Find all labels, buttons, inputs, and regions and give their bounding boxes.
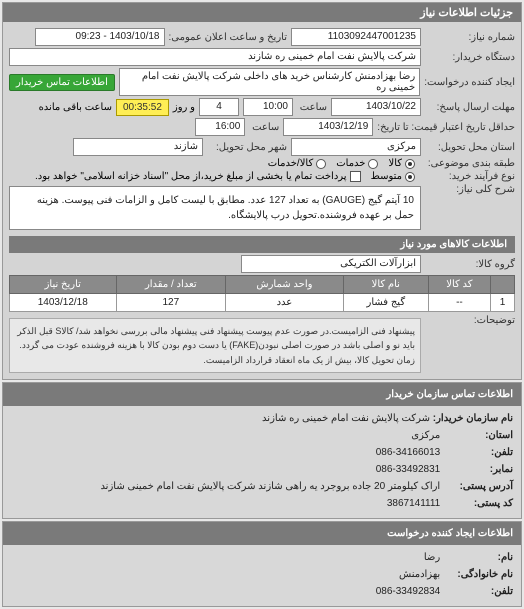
field-credit-date: 1403/12/19 <box>283 118 373 136</box>
radio-dot-icon <box>316 159 326 169</box>
row-send-deadline: مهلت ارسال پاسخ: 1403/10/22 ساعت 10:00 4… <box>9 98 515 116</box>
label-pack: طبقه بندی موضوعی: <box>425 158 515 169</box>
items-table: کد کالا نام کالا واحد شمارش تعداد / مقدا… <box>9 275 515 312</box>
label-creator: ایجاد کننده درخواست: <box>424 77 515 88</box>
cell-unit: عدد <box>226 294 344 312</box>
org-row: نام سازمان خریدار: شرکت پالایش نفت امام … <box>11 410 513 427</box>
field-creator: رضا بهزادمنش کارشناس خرید های داخلی شرکت… <box>119 68 420 96</box>
field-days: 4 <box>199 98 239 116</box>
field-announce: 1403/10/18 - 09:23 <box>35 28 165 46</box>
table-header-row: کد کالا نام کالا واحد شمارش تعداد / مقدا… <box>10 276 515 294</box>
field-province: مرکزی <box>291 138 421 156</box>
buyer-org-panel: اطلاعات تماس سازمان خریدار نام سازمان خر… <box>2 382 522 519</box>
notes-box: پیشنهاد فنی الزامیست.در صورت عدم پیوست پ… <box>9 318 421 373</box>
th-num <box>491 276 515 294</box>
field-credit-time: 16:00 <box>195 118 245 136</box>
label-group: گروه کالا: <box>425 259 515 270</box>
radio-dot-icon <box>405 172 415 182</box>
panel-body: شماره نیاز: 1103092447001235 تاریخ و ساع… <box>3 22 521 379</box>
radio-dot-icon <box>405 159 415 169</box>
buyer-contact-button[interactable]: اطلاعات تماس خریدار <box>9 74 115 91</box>
fax-row: نمابر: 086-33492831 <box>11 461 513 478</box>
label-notes: توضیحات: <box>425 315 515 326</box>
row-group: گروه کالا: ابزارآلات الکتریکی <box>9 255 515 273</box>
field-req-no: 1103092447001235 <box>291 28 421 46</box>
label-announce: تاریخ و ساعت اعلان عمومی: <box>169 32 288 43</box>
panel-title: جزئیات اطلاعات نیاز <box>3 3 521 22</box>
table-section-title: اطلاعات کالاهای مورد نیاز <box>9 236 515 253</box>
label-remain: ساعت باقی مانده <box>39 102 112 113</box>
remain-time-box: 00:35:52 <box>116 99 169 116</box>
buyer-org-title: اطلاعات تماس سازمان خریدار <box>3 383 521 406</box>
label-credit: حداقل تاریخ اعتبار قیمت: تا تاریخ: <box>377 122 515 133</box>
label-city: شهر محل تحویل: <box>207 142 287 153</box>
addr-row: آدرس پستی: اراک کیلومتر 20 جاده بروجرد ی… <box>11 478 513 495</box>
label-saat1: ساعت <box>297 102 327 113</box>
label-main-desc: شرح کلی نیاز: <box>425 184 515 195</box>
cell-qty: 127 <box>116 294 226 312</box>
label-proc: نوع فرآیند خرید: <box>425 171 515 182</box>
radio-kala-khadamat[interactable]: کالا/خدمات <box>268 158 327 169</box>
row-province: استان محل تحویل: مرکزی شهر محل تحویل: شا… <box>9 138 515 156</box>
cell-code: -- <box>428 294 490 312</box>
field-send-date: 1403/10/22 <box>331 98 421 116</box>
th-code: کد کالا <box>428 276 490 294</box>
field-send-time: 10:00 <box>243 98 293 116</box>
field-group: ابزارآلات الکتریکی <box>241 255 421 273</box>
table-row: 1 -- گیج فشار عدد 127 1403/12/18 <box>10 294 515 312</box>
row-proc-type: نوع فرآیند خرید: متوسط پرداخت تمام یا بخ… <box>9 171 515 182</box>
checkbox-icon <box>350 171 361 182</box>
lname-row: نام خانوادگی: بهزادمنش <box>11 566 513 583</box>
label-req-no: شماره نیاز: <box>425 32 515 43</box>
row-pack-type: طبقه بندی موضوعی: کالا خدمات کالا/خدمات <box>9 158 515 169</box>
requester-title: اطلاعات ایجاد کننده درخواست <box>3 522 521 545</box>
checkbox-treasury[interactable]: پرداخت تمام یا بخشی از مبلغ خرید،از محل … <box>35 171 361 182</box>
row-main-desc: شرح کلی نیاز: 10 آیتم گیج (GAUGE) به تعد… <box>9 184 515 232</box>
main-panel: جزئیات اطلاعات نیاز شماره نیاز: 11030924… <box>2 2 522 380</box>
requester-panel: اطلاعات ایجاد کننده درخواست نام: رضا نام… <box>2 521 522 607</box>
label-province: استان محل تحویل: <box>425 142 515 153</box>
label-saat2: ساعت <box>249 122 279 133</box>
radio-dot-icon <box>368 159 378 169</box>
th-name: نام کالا <box>343 276 428 294</box>
cell-num: 1 <box>491 294 515 312</box>
label-buyer: دستگاه خریدار: <box>425 52 515 63</box>
field-buyer: شرکت پالایش نفت امام خمینی ره شازند <box>9 48 421 66</box>
row-credit-deadline: حداقل تاریخ اعتبار قیمت: تا تاریخ: 1403/… <box>9 118 515 136</box>
label-send-deadline: مهلت ارسال پاسخ: <box>425 102 515 113</box>
th-unit: واحد شمارش <box>226 276 344 294</box>
radio-proc1[interactable]: متوسط <box>371 171 415 182</box>
prov-row: استان: مرکزی <box>11 427 513 444</box>
main-desc-box: 10 آیتم گیج (GAUGE) به تعداد 127 عدد. مط… <box>9 186 421 230</box>
post-row: کد پستی: 3867141111 <box>11 495 513 512</box>
row-notes: توضیحات: پیشنهاد فنی الزامیست.در صورت عد… <box>9 315 515 373</box>
name-row: نام: رضا <box>11 549 513 566</box>
th-qty: تعداد / مقدار <box>116 276 226 294</box>
tel-row: تلفن: 086-34166013 <box>11 444 513 461</box>
cell-date: 1403/12/18 <box>10 294 117 312</box>
row-buyer: دستگاه خریدار: شرکت پالایش نفت امام خمین… <box>9 48 515 66</box>
field-city: شازند <box>73 138 203 156</box>
tel2-row: تلفن: 086-33492834 <box>11 583 513 600</box>
row-creator: ایجاد کننده درخواست: رضا بهزادمنش کارشنا… <box>9 68 515 96</box>
cell-name: گیج فشار <box>343 294 428 312</box>
row-req-no: شماره نیاز: 1103092447001235 تاریخ و ساع… <box>9 28 515 46</box>
radio-khadamat[interactable]: خدمات <box>336 158 378 169</box>
label-rooz: و روز <box>173 102 195 113</box>
radio-kala[interactable]: کالا <box>388 158 415 169</box>
th-date: تاریخ نیاز <box>10 276 117 294</box>
